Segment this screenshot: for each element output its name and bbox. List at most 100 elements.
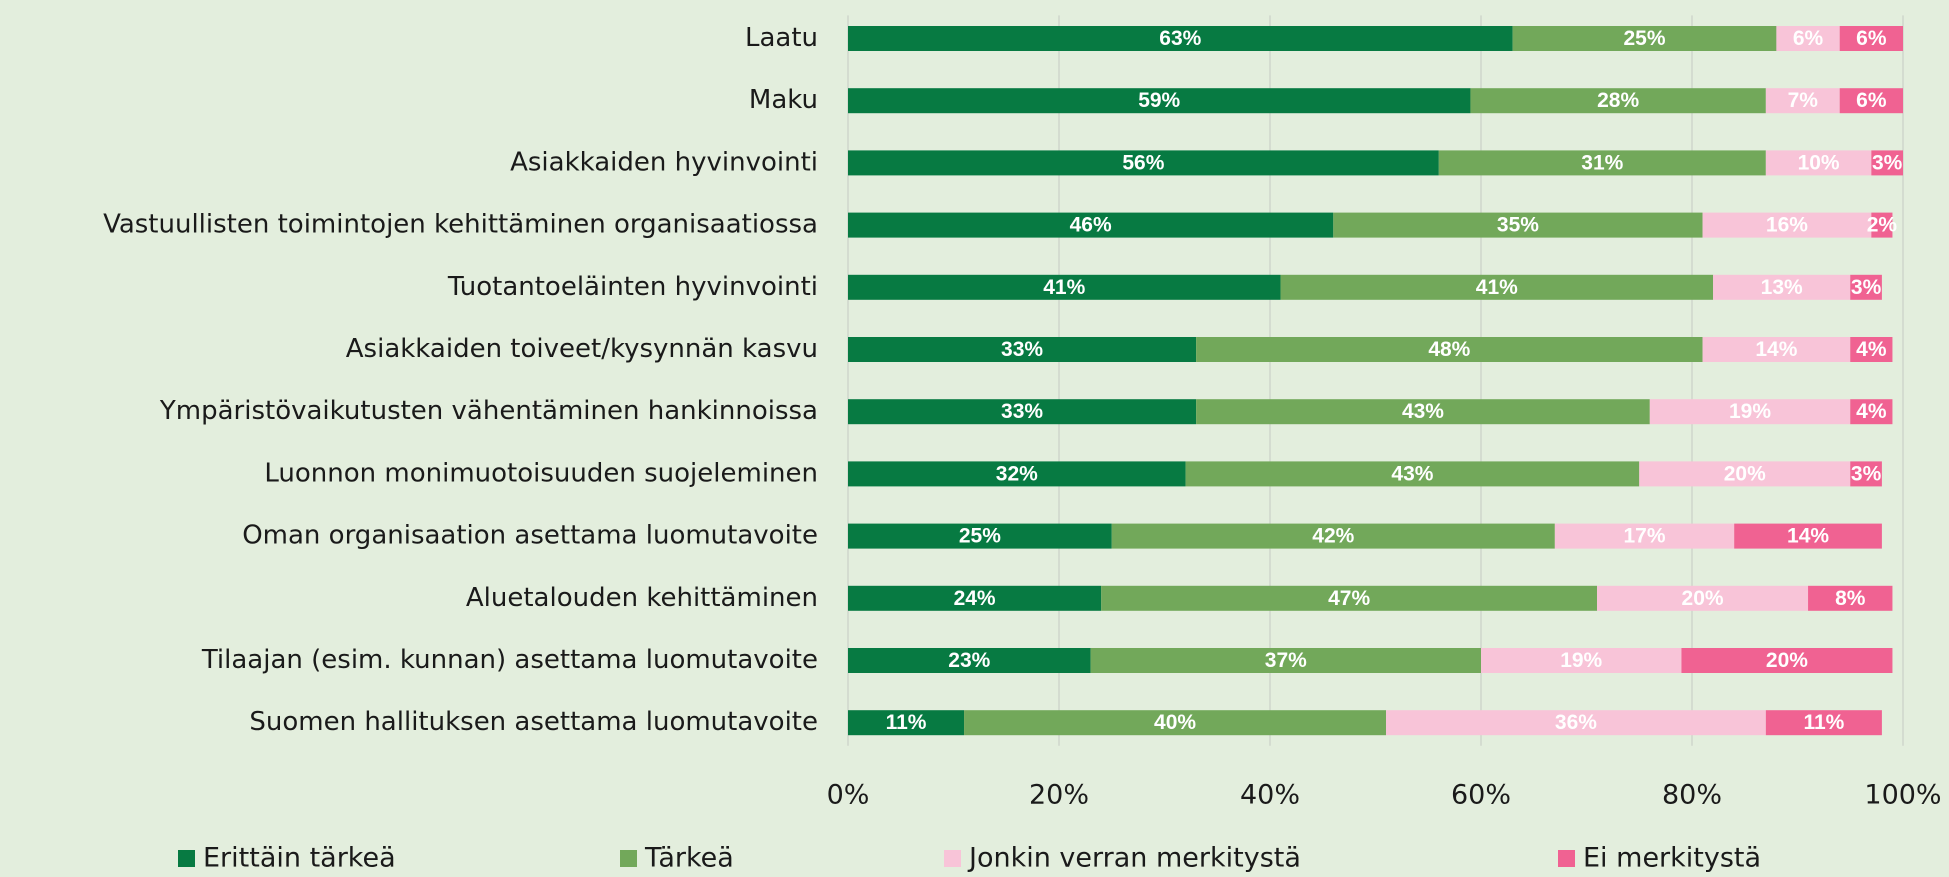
value-label: 14% <box>1755 338 1797 361</box>
value-label: 33% <box>1001 338 1043 361</box>
value-label: 20% <box>1766 649 1808 672</box>
value-label: 10% <box>1798 151 1840 174</box>
bar-segment <box>1765 150 1872 176</box>
x-tick-label: 40% <box>1240 780 1300 811</box>
value-label: 28% <box>1597 89 1639 112</box>
value-label: 16% <box>1766 214 1808 237</box>
value-label: 19% <box>1560 649 1602 672</box>
category-label: Luonnon monimuotoisuuden suojeleminen <box>264 458 818 488</box>
bar-segment <box>848 461 1186 487</box>
bar-segment <box>1765 710 1882 736</box>
bar-segment <box>964 710 1387 736</box>
value-label: 3% <box>1872 151 1903 174</box>
value-label: 42% <box>1312 525 1354 548</box>
value-label: 17% <box>1624 525 1666 548</box>
value-label: 14% <box>1787 525 1829 548</box>
value-label: 11% <box>1803 711 1844 734</box>
value-label: 59% <box>1138 89 1180 112</box>
bar-segment <box>1185 461 1640 487</box>
value-label: 25% <box>1624 27 1666 50</box>
bar-segment <box>848 150 1439 176</box>
bar-segment <box>1713 274 1851 300</box>
legend-label: Ei merkitystä <box>1583 843 1761 874</box>
value-label: 35% <box>1497 214 1539 237</box>
legend-swatch <box>178 850 195 867</box>
bar-segment <box>1808 585 1893 611</box>
bar-segment <box>1481 648 1682 673</box>
x-tick-label: 80% <box>1662 780 1722 811</box>
category-label: Aluetalouden kehittäminen <box>466 583 818 613</box>
bar-segment <box>1196 337 1703 362</box>
bar-segment <box>1111 523 1555 549</box>
category-label: Suomen hallituksen asettama luomutavoite <box>249 707 818 737</box>
bar-segment <box>1765 88 1840 114</box>
bar-segment <box>1649 399 1851 425</box>
value-label: 36% <box>1555 711 1597 734</box>
value-label: 24% <box>954 587 996 610</box>
category-label: Asiakkaiden hyvinvointi <box>510 147 818 177</box>
value-label: 23% <box>948 649 990 672</box>
bar-segment <box>848 88 1471 114</box>
value-label: 33% <box>1001 400 1043 423</box>
bar-segment <box>848 585 1102 611</box>
value-label: 4% <box>1856 400 1887 423</box>
value-label: 43% <box>1391 462 1433 485</box>
value-label: 7% <box>1788 89 1819 112</box>
bar-segment <box>1871 212 1893 238</box>
value-label: 43% <box>1402 400 1444 423</box>
value-label: 3% <box>1851 276 1882 299</box>
bar-segment <box>848 648 1091 673</box>
bar-segment <box>1776 26 1840 51</box>
value-label: 25% <box>959 525 1001 548</box>
value-label: 63% <box>1159 27 1201 50</box>
bar-segment <box>848 337 1197 362</box>
category-label: Vastuullisten toimintojen kehittäminen o… <box>103 210 818 240</box>
value-label: 2% <box>1867 214 1898 237</box>
category-label: Oman organisaation asettama luomutavoite <box>242 521 818 551</box>
category-label: Tuotantoeläinten hyvinvointi <box>447 272 818 302</box>
bar-segment <box>848 523 1112 549</box>
legend-label: Jonkin verran merkitystä <box>967 843 1301 874</box>
value-label: 3% <box>1851 462 1882 485</box>
bar-segment <box>1597 585 1809 611</box>
legend-swatch <box>620 850 637 867</box>
bar-segment <box>848 26 1513 51</box>
category-label: Ympäristövaikutusten vähentäminen hankin… <box>159 396 818 426</box>
value-label: 11% <box>886 711 927 734</box>
value-label: 47% <box>1328 587 1370 610</box>
category-label: Tilaajan (esim. kunnan) asettama luomuta… <box>201 645 818 675</box>
bar-segment <box>1734 523 1882 549</box>
category-label: Laatu <box>745 23 818 53</box>
bar-segment <box>1871 150 1903 176</box>
value-label: 8% <box>1835 587 1866 610</box>
value-label: 4% <box>1856 338 1887 361</box>
bar-segment <box>848 274 1281 300</box>
value-label: 6% <box>1856 27 1887 50</box>
bar-segment <box>1839 88 1903 114</box>
legend-swatch <box>944 850 961 867</box>
bar-segment <box>1850 461 1882 487</box>
bar-segment <box>1702 212 1872 238</box>
bar-segment <box>1850 337 1893 362</box>
bar-segment <box>1196 399 1650 425</box>
value-label: 19% <box>1729 400 1771 423</box>
bar-segment <box>1639 461 1851 487</box>
bar-segment <box>1470 88 1766 114</box>
value-label: 31% <box>1581 151 1623 174</box>
legend-label: Erittäin tärkeä <box>203 843 396 874</box>
x-tick-label: 60% <box>1451 780 1511 811</box>
value-label: 37% <box>1265 649 1307 672</box>
bar-segment <box>1850 399 1893 425</box>
legend-label: Tärkeä <box>644 843 734 874</box>
bar-segment <box>848 399 1197 425</box>
bar-segment <box>1438 150 1766 176</box>
value-label: 46% <box>1070 214 1112 237</box>
value-label: 48% <box>1428 338 1470 361</box>
x-tick-label: 0% <box>827 780 870 811</box>
bar-segment <box>1681 648 1893 673</box>
bar-segment <box>1386 710 1766 736</box>
bar-segment <box>1333 212 1703 238</box>
bar-segment <box>1554 523 1735 549</box>
value-label: 56% <box>1122 151 1164 174</box>
